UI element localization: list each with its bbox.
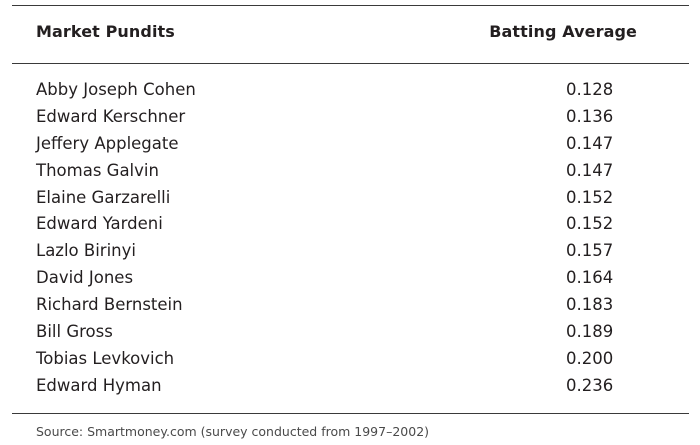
- table-row: Richard Bernstein 0.183: [0, 292, 700, 319]
- table-row: Jeffery Applegate 0.147: [0, 131, 700, 158]
- pundit-name-cell: Richard Bernstein: [36, 295, 183, 315]
- table-body: Abby Joseph Cohen 0.128 Edward Kerschner…: [0, 77, 700, 400]
- pundit-name-cell: Jeffery Applegate: [36, 133, 179, 153]
- batting-average-cell: 0.164: [566, 268, 614, 288]
- table-row: David Jones 0.164: [0, 265, 700, 292]
- pundit-name-cell: David Jones: [36, 268, 134, 288]
- batting-average-cell: 0.157: [566, 241, 614, 261]
- batting-average-cell: 0.236: [566, 375, 614, 395]
- batting-average-cell: 0.183: [566, 295, 614, 315]
- table-row: Elaine Garzarelli 0.152: [0, 185, 700, 212]
- batting-average-cell: 0.128: [566, 80, 614, 99]
- table-row: Edward Hyman 0.236: [0, 373, 700, 400]
- column-header-market-pundits: Market Pundits: [36, 22, 175, 41]
- pundit-name-cell: Edward Hyman: [36, 375, 162, 395]
- pundit-name-cell: Thomas Galvin: [36, 160, 159, 180]
- table-bottom-rule: [12, 413, 689, 414]
- pundit-name-cell: Tobias Levkovich: [36, 348, 175, 368]
- batting-average-cell: 0.136: [566, 106, 614, 126]
- batting-average-cell: 0.147: [566, 160, 614, 180]
- pundit-name-cell: Elaine Garzarelli: [36, 187, 171, 207]
- batting-average-cell: 0.147: [566, 133, 614, 153]
- table-row: Abby Joseph Cohen 0.128: [0, 77, 700, 104]
- table-row: Edward Yardeni 0.152: [0, 211, 700, 238]
- batting-average-cell: 0.152: [566, 187, 614, 207]
- source-note: Source: Smartmoney.com (survey conducted…: [36, 424, 430, 439]
- table-row: Lazlo Birinyi 0.157: [0, 238, 700, 265]
- pundit-name-cell: Abby Joseph Cohen: [36, 80, 196, 99]
- pundit-name-cell: Edward Kerschner: [36, 106, 186, 126]
- table-row: Tobias Levkovich 0.200: [0, 346, 700, 373]
- pundit-name-cell: Lazlo Birinyi: [36, 241, 136, 261]
- batting-average-cell: 0.152: [566, 214, 614, 234]
- pundit-name-cell: Edward Yardeni: [36, 214, 163, 234]
- header-divider-rule: [12, 63, 689, 64]
- table-row: Thomas Galvin 0.147: [0, 158, 700, 185]
- column-header-batting-average: Batting Average: [489, 22, 637, 41]
- table-row: Bill Gross 0.189: [0, 319, 700, 346]
- table-header-row: Market Pundits Batting Average: [0, 20, 700, 44]
- pundit-name-cell: Bill Gross: [36, 322, 113, 342]
- table-top-rule: [12, 5, 689, 6]
- batting-average-cell: 0.200: [566, 348, 614, 368]
- batting-average-cell: 0.189: [566, 322, 614, 342]
- table-row: Edward Kerschner 0.136: [0, 104, 700, 131]
